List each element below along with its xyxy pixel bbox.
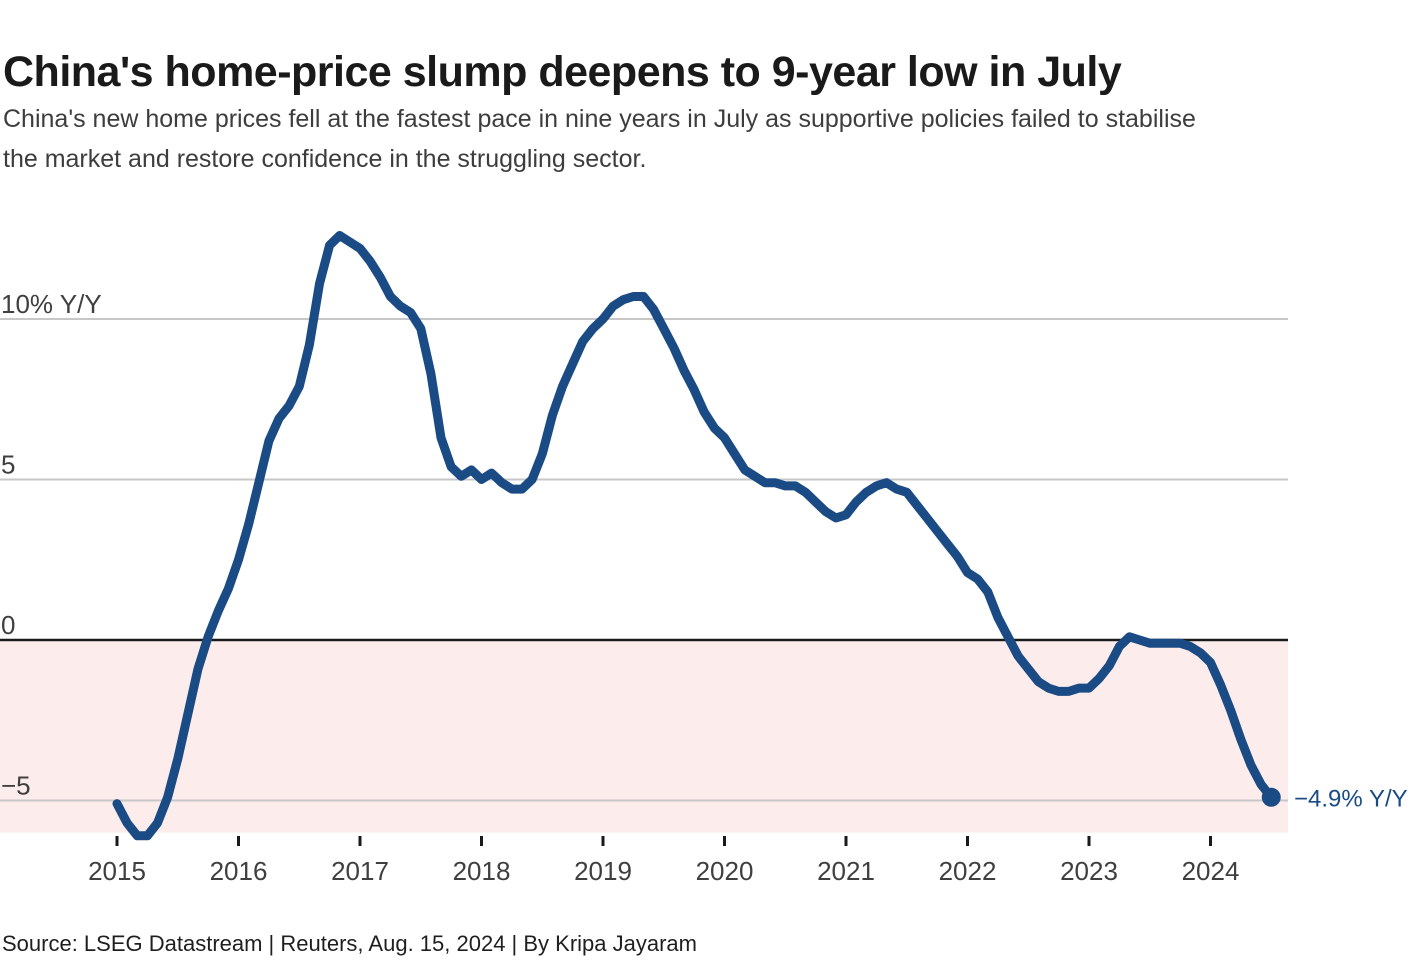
x-axis-label: 2017	[331, 856, 389, 886]
y-axis-label: 0	[1, 610, 15, 640]
x-axis-label: 2024	[1182, 856, 1240, 886]
chart-subtitle: China's new home prices fell at the fast…	[3, 99, 1196, 179]
x-axis-label: 2016	[210, 856, 268, 886]
y-axis-label: 5	[1, 450, 15, 480]
end-value-annotation: −4.9% Y/Y	[1294, 785, 1408, 812]
subtitle-line-2: the market and restore confidence in the…	[3, 145, 647, 173]
end-point-dot	[1261, 787, 1281, 807]
x-axis-label: 2023	[1060, 856, 1118, 886]
x-axis-label: 2022	[939, 856, 997, 886]
x-axis-label: 2015	[88, 856, 146, 886]
x-axis-label: 2021	[817, 856, 875, 886]
subtitle-line-1: China's new home prices fell at the fast…	[3, 105, 1196, 133]
source-attribution: Source: LSEG Datastream | Reuters, Aug. …	[2, 931, 697, 956]
y-axis-label: 10% Y/Y	[1, 289, 102, 319]
y-axis-label: −5	[1, 771, 31, 801]
price-line	[112, 231, 1276, 841]
x-axis-label: 2018	[453, 856, 511, 886]
x-axis-label: 2020	[696, 856, 754, 886]
x-axis-label: 2019	[574, 856, 632, 886]
page-title: China's home-price slump deepens to 9-ye…	[3, 47, 1122, 96]
